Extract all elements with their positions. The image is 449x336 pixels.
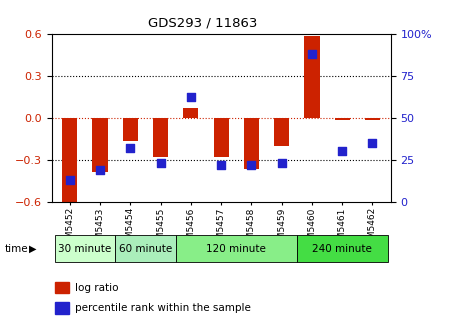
Point: [308, 51, 316, 56]
Text: 240 minute: 240 minute: [312, 244, 372, 254]
Bar: [92, 118, 108, 172]
Point: [157, 160, 164, 166]
FancyBboxPatch shape: [297, 235, 387, 262]
Point: [369, 140, 376, 145]
Bar: [123, 118, 138, 141]
Text: time: time: [4, 244, 28, 254]
Point: [218, 162, 225, 167]
Text: GDS293 / 11863: GDS293 / 11863: [149, 17, 258, 30]
Bar: [214, 118, 229, 157]
Point: [97, 167, 104, 172]
Bar: [365, 118, 380, 120]
Bar: [335, 118, 350, 120]
Text: ▶: ▶: [29, 244, 37, 254]
Point: [127, 145, 134, 151]
Bar: [55, 302, 69, 314]
Point: [278, 160, 285, 166]
FancyBboxPatch shape: [176, 235, 297, 262]
Bar: [55, 282, 69, 293]
FancyBboxPatch shape: [115, 235, 176, 262]
Bar: [153, 118, 168, 157]
Bar: [304, 36, 320, 118]
Bar: [274, 118, 289, 145]
Point: [187, 95, 194, 100]
Point: [66, 177, 73, 182]
Text: 30 minute: 30 minute: [58, 244, 111, 254]
Text: 120 minute: 120 minute: [207, 244, 266, 254]
Bar: [244, 118, 259, 169]
Point: [248, 162, 255, 167]
Text: 60 minute: 60 minute: [119, 244, 172, 254]
Text: log ratio: log ratio: [75, 283, 119, 293]
FancyBboxPatch shape: [55, 235, 115, 262]
Bar: [183, 108, 198, 118]
Point: [339, 149, 346, 154]
Bar: [62, 118, 77, 202]
Text: percentile rank within the sample: percentile rank within the sample: [75, 303, 251, 313]
